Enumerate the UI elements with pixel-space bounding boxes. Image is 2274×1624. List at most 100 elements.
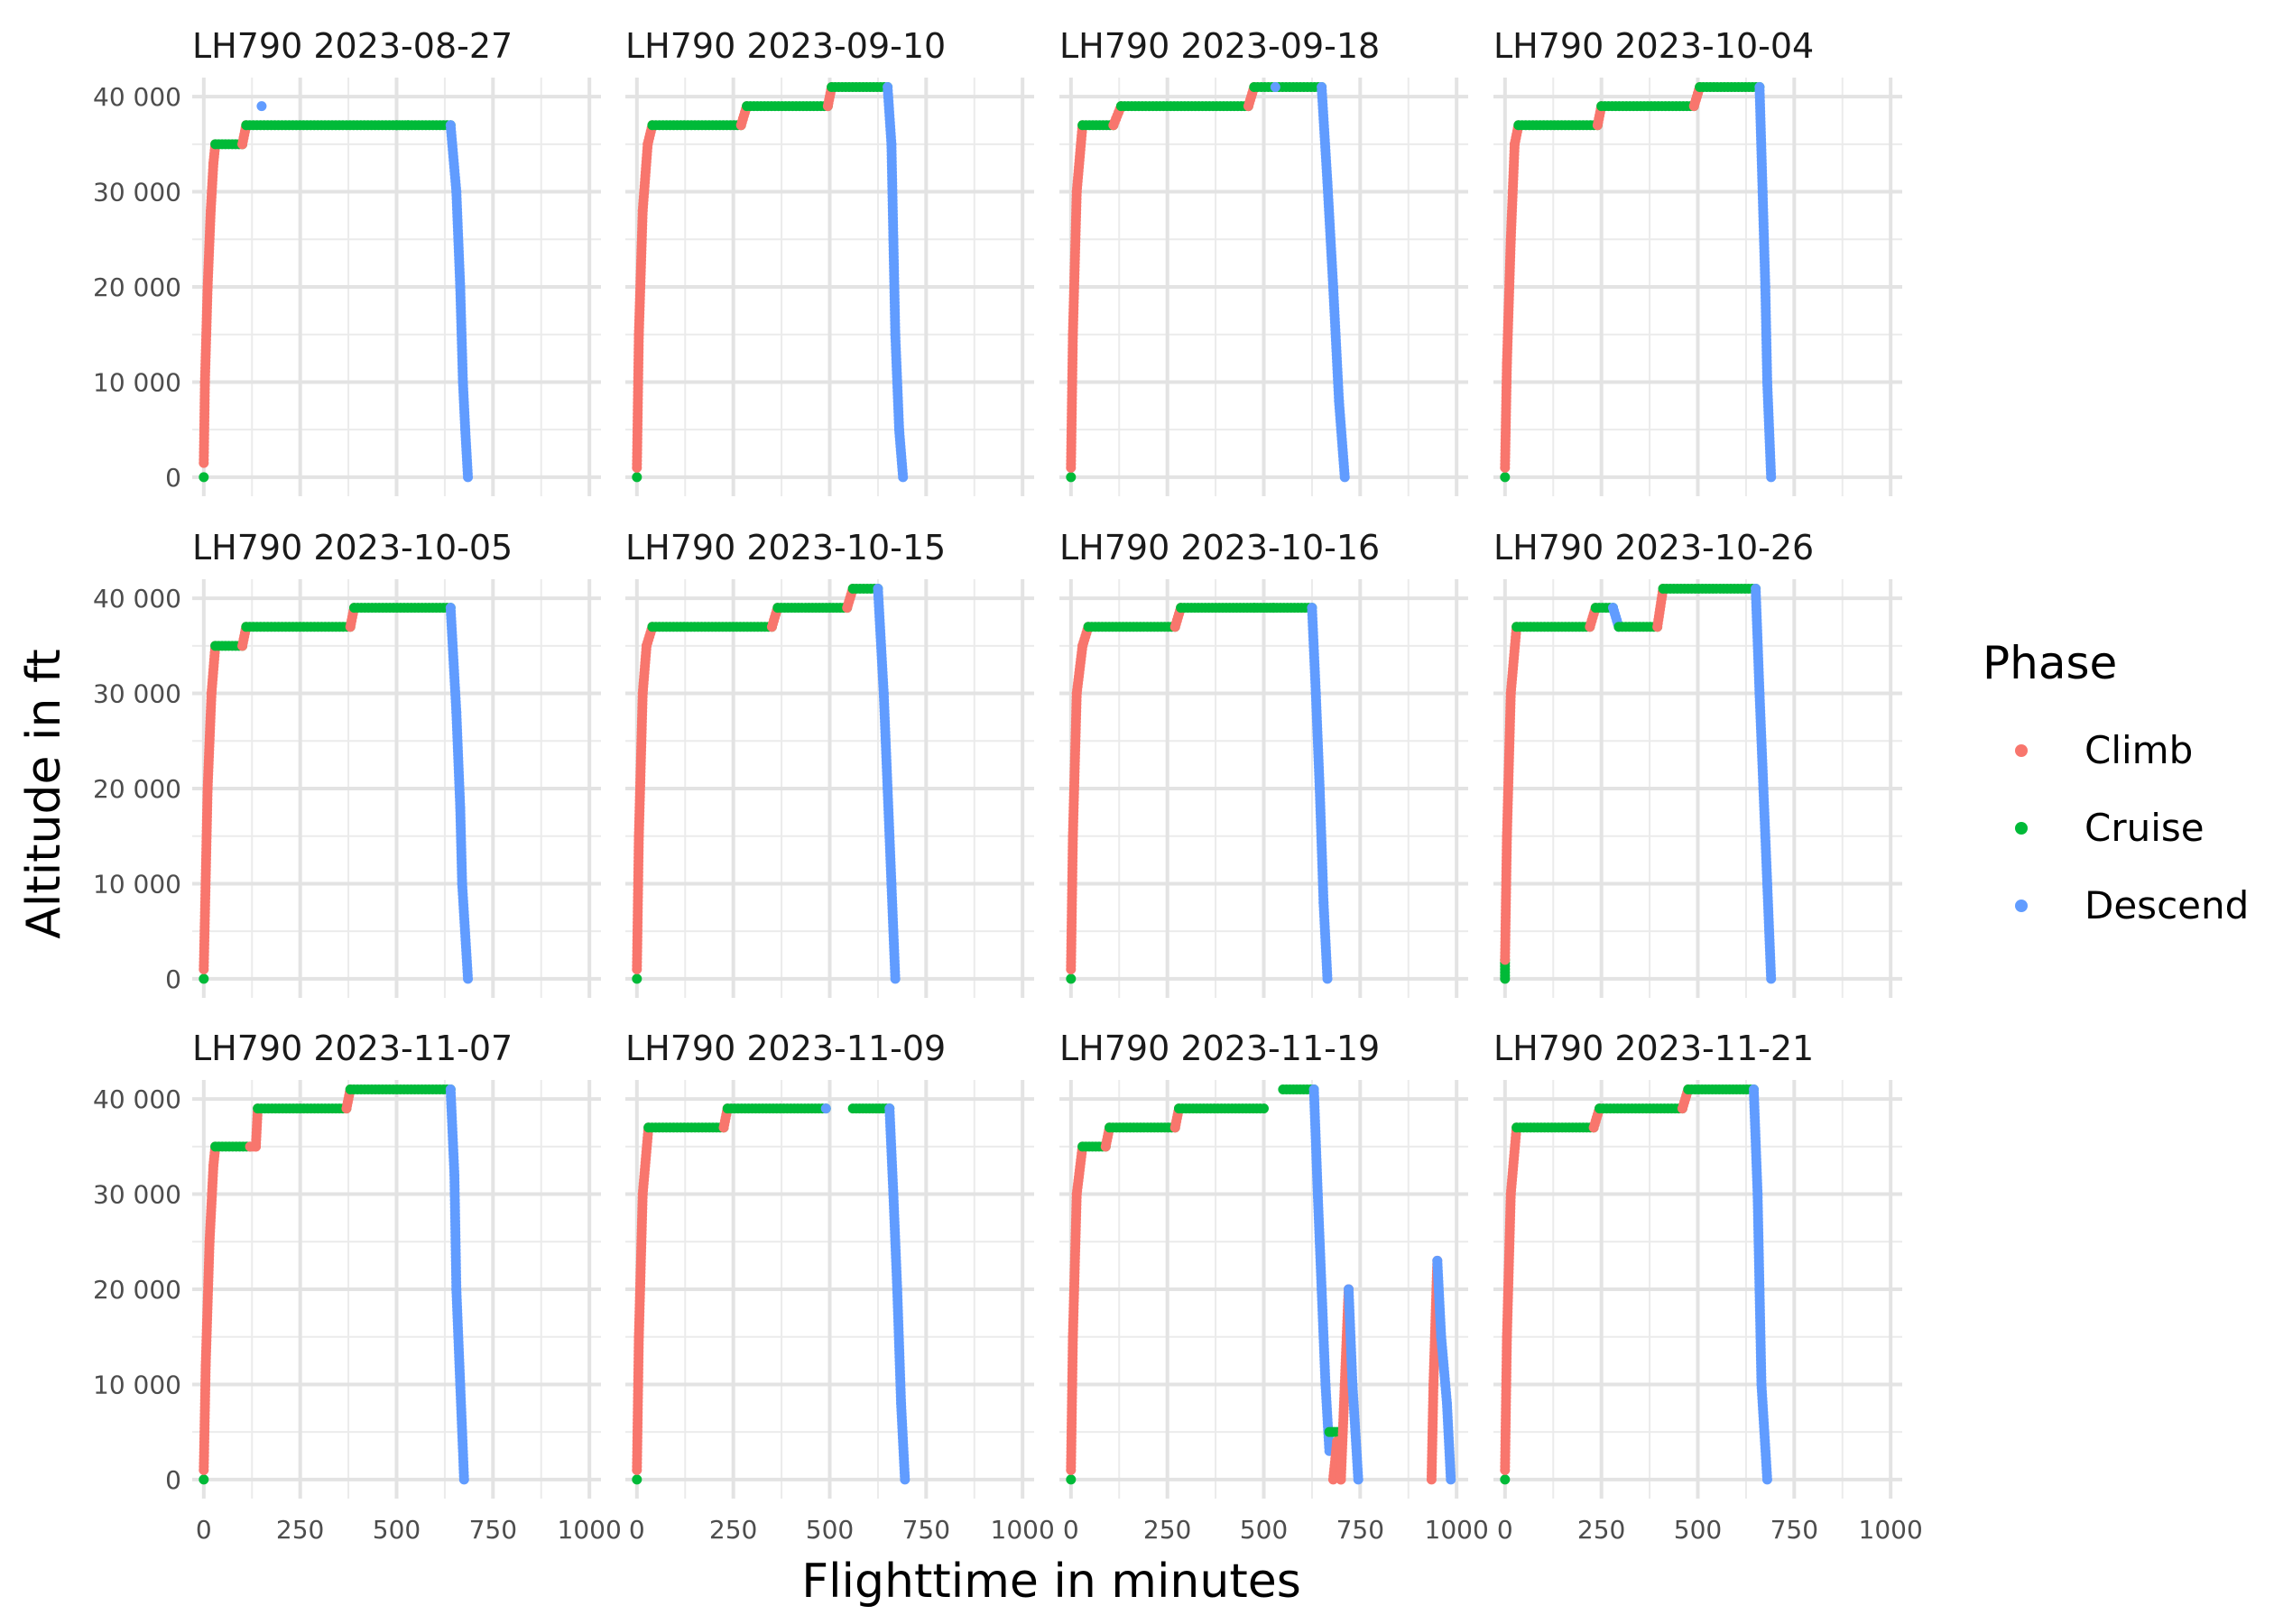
series-cruise (210, 1141, 255, 1152)
data-point (1353, 1474, 1363, 1485)
series-descend (1344, 1284, 1363, 1485)
data-point (632, 973, 642, 984)
data-points (1066, 603, 1333, 984)
series-climb (632, 622, 658, 974)
data-points (632, 1103, 911, 1485)
series-climb (245, 1103, 263, 1152)
x-tick-label: 500 (373, 1515, 421, 1545)
panel-11: LH790 2023-11-19 0 250 500 750 1000 (1059, 1029, 1489, 1545)
data-point (898, 472, 909, 483)
data-point (1270, 82, 1280, 93)
series-cruise (742, 101, 833, 112)
series-descend (1317, 82, 1350, 483)
panel-title: LH790 2023-10-05 (192, 528, 513, 567)
x-tick-label: 750 (1336, 1515, 1384, 1545)
series-cruise (1511, 1122, 1599, 1133)
data-point (1322, 973, 1333, 984)
panel-title: LH790 2023-09-18 (1059, 26, 1380, 66)
panel-7: LH790 2023-10-16 (1059, 528, 1468, 998)
x-tick-label: 250 (276, 1515, 324, 1545)
legend-entry-cruise[interactable]: Cruise (2015, 806, 2205, 850)
y-tick-label: 0 (165, 964, 181, 994)
series-climb (632, 120, 658, 473)
legend-entry-descend[interactable]: Descend (2015, 883, 2249, 927)
series-cruise (643, 1122, 729, 1133)
series-descend (445, 120, 474, 483)
series-climb (1500, 622, 1522, 965)
series-descend (873, 584, 901, 984)
data-point (1259, 1103, 1269, 1114)
panel-1: LH790 2023-08-27 0 10 000 20 000 30 000 40 00… (93, 26, 601, 496)
panel-9: LH790 2023-11-07 0 10 000 20 000 30 000 40 00… (93, 1029, 622, 1545)
data-point (820, 1103, 831, 1114)
legend-entry-climb[interactable]: Climb (2015, 728, 2193, 772)
data-point (1066, 472, 1077, 483)
series-cruise (772, 603, 853, 614)
y-tick-label: 40 000 (93, 1084, 181, 1114)
y-tick-label: 20 000 (93, 272, 181, 302)
series-cruise (1173, 1103, 1269, 1114)
x-tick-label: 750 (469, 1515, 517, 1545)
series-cruise (1595, 1103, 1687, 1114)
legend-label-descend: Descend (2084, 883, 2249, 927)
x-tick-label: 500 (1674, 1515, 1722, 1545)
series-descend (884, 1103, 911, 1485)
panel-5: LH790 2023-10-05 0 10 000 20 000 30 000 40 00… (93, 528, 601, 998)
data-point (199, 1474, 209, 1485)
series-descend (820, 1103, 831, 1114)
y-tick-label: 0 (165, 463, 181, 493)
panel-title: LH790 2023-09-10 (625, 26, 946, 66)
series-descend (256, 101, 267, 112)
series-descend (1270, 82, 1280, 93)
series-climb (1100, 1122, 1115, 1152)
y-tick-label: 10 000 (93, 869, 181, 899)
series-cruise (1695, 82, 1765, 93)
series-cruise (1066, 472, 1077, 483)
series-cruise (1083, 622, 1180, 632)
series-cruise (1105, 1122, 1180, 1133)
data-points (199, 1084, 469, 1485)
data-point (199, 472, 209, 483)
series-cruise (1249, 82, 1327, 93)
series-cruise (632, 973, 642, 984)
series-cruise (241, 622, 356, 632)
series-cruise (1176, 603, 1317, 614)
x-tick-label: 250 (709, 1515, 757, 1545)
data-point (1066, 1474, 1077, 1485)
series-cruise (348, 603, 456, 614)
series-climb (199, 139, 221, 468)
legend-label-cruise: Cruise (2084, 806, 2205, 850)
x-tick-label: 0 (1063, 1515, 1079, 1545)
x-tick-label: 750 (902, 1515, 950, 1545)
data-points (199, 603, 474, 984)
data-point (463, 973, 474, 984)
data-point (458, 1474, 469, 1485)
data-point (199, 973, 209, 984)
series-cruise (1513, 120, 1603, 131)
x-tick-label: 0 (1497, 1515, 1513, 1545)
data-points (632, 584, 901, 984)
legend-label-climb: Climb (2084, 728, 2193, 772)
data-point (463, 472, 474, 483)
panel-title: LH790 2023-10-16 (1059, 528, 1380, 567)
series-climb (842, 584, 858, 614)
series-descend (1432, 1255, 1456, 1485)
legend-key-climb (2015, 744, 2028, 757)
series-climb (1066, 1141, 1088, 1475)
series-cruise (1500, 1474, 1511, 1485)
series-cruise (647, 622, 777, 632)
series-cruise (722, 1103, 831, 1114)
panel-8: LH790 2023-10-26 (1493, 528, 1902, 998)
series-descend (883, 82, 909, 483)
data-points (1500, 1084, 1772, 1485)
series-descend (1748, 1084, 1772, 1485)
data-points (199, 101, 474, 483)
panel-title: LH790 2023-08-27 (192, 26, 513, 66)
x-tick-label: 0 (196, 1515, 212, 1545)
x-tick-label: 1000 (991, 1515, 1055, 1545)
data-point (1761, 1474, 1772, 1485)
panel-title: LH790 2023-10-04 (1493, 26, 1814, 66)
series-climb (1066, 120, 1088, 473)
panel-4: LH790 2023-10-04 (1493, 26, 1902, 496)
series-cruise (345, 1084, 456, 1095)
